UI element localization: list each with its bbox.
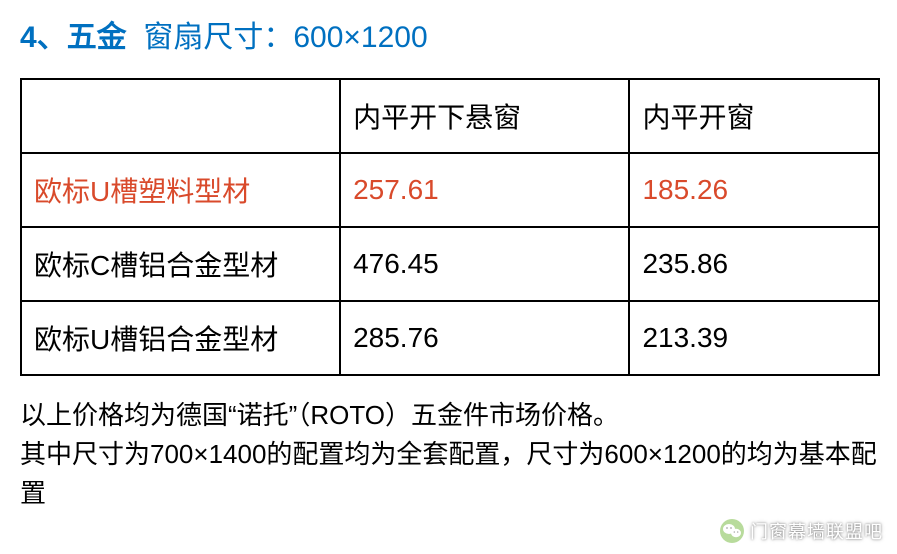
header-col-b: 内平开窗	[629, 79, 879, 153]
row-label: 欧标U槽铝合金型材	[21, 301, 340, 375]
pricing-table: 内平开下悬窗 内平开窗 欧标U槽塑料型材 257.61 185.26 欧标C槽铝…	[20, 78, 880, 376]
table-row: 欧标U槽塑料型材 257.61 185.26	[21, 153, 879, 227]
watermark: 门窗幕墙联盟吧	[720, 518, 883, 544]
notes: 以上价格均为德国“诺托”（ROTO）五金件市场价格。 其中尺寸为700×1400…	[20, 396, 877, 513]
table-row: 欧标U槽铝合金型材 285.76 213.39	[21, 301, 879, 375]
row-label: 欧标U槽塑料型材	[21, 153, 340, 227]
section-heading: 4、五金 窗扇尺寸：600×1200	[20, 12, 877, 56]
note-line-2: 其中尺寸为700×1400的配置均为全套配置，尺寸为600×1200的均为基本配…	[20, 435, 877, 513]
header-col-a: 内平开下悬窗	[340, 79, 629, 153]
watermark-text: 门窗幕墙联盟吧	[750, 518, 883, 544]
row-value-a: 257.61	[340, 153, 629, 227]
row-value-b: 213.39	[629, 301, 879, 375]
note-line-1: 以上价格均为德国“诺托”（ROTO）五金件市场价格。	[20, 396, 877, 435]
heading-sub: 窗扇尺寸：600×1200	[143, 21, 427, 54]
row-value-b: 185.26	[629, 153, 879, 227]
heading-sep: 、	[37, 21, 67, 54]
wechat-icon	[720, 519, 744, 543]
header-label	[21, 79, 340, 153]
row-value-a: 285.76	[340, 301, 629, 375]
table-header-row: 内平开下悬窗 内平开窗	[21, 79, 879, 153]
row-value-a: 476.45	[340, 227, 629, 301]
table-row: 欧标C槽铝合金型材 476.45 235.86	[21, 227, 879, 301]
row-label: 欧标C槽铝合金型材	[21, 227, 340, 301]
row-value-b: 235.86	[629, 227, 879, 301]
heading-main: 五金	[67, 21, 127, 54]
heading-number: 4	[20, 21, 37, 54]
